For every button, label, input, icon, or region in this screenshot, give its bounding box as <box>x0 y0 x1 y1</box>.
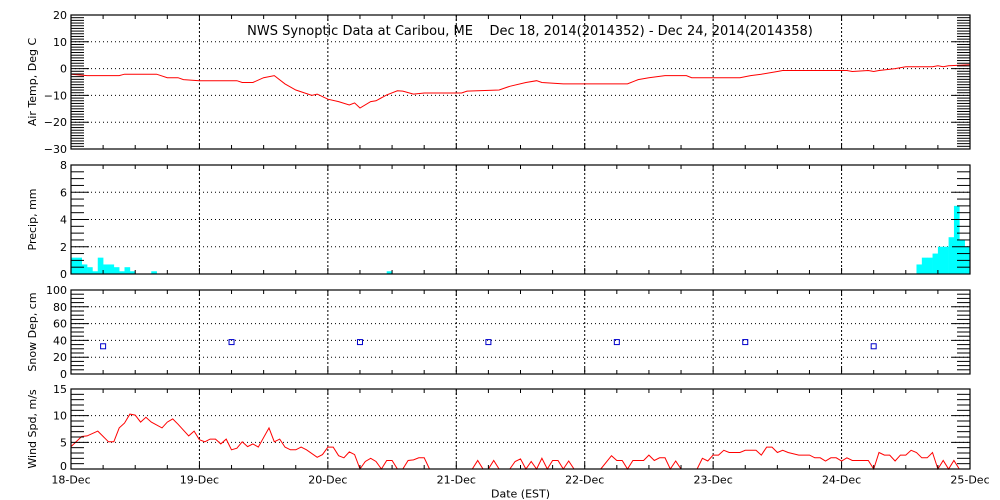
air-temp-line <box>70 64 971 109</box>
y-tick-label: 2 <box>60 241 67 254</box>
x-tick-label: 22-Dec <box>565 474 604 487</box>
precip-bar <box>81 264 88 274</box>
y-tick-label: 6 <box>60 186 67 199</box>
precip-bar <box>113 267 120 274</box>
precip-bar <box>92 271 99 274</box>
y-axis-label: Precip, mm <box>26 189 39 251</box>
x-tick-label: 24-Dec <box>822 474 861 487</box>
precip-bar <box>937 246 944 274</box>
snow-depth-marker <box>485 339 492 346</box>
plot-frame <box>70 289 971 375</box>
y-axis-label: Wind Spd, m/s <box>26 389 39 469</box>
precip-bar <box>932 253 939 274</box>
precip-bar <box>386 271 393 274</box>
precip-bar <box>953 205 960 274</box>
y-tick-label: 8 <box>60 159 67 172</box>
plot-frame <box>70 388 971 470</box>
precip-bar <box>103 264 109 274</box>
chart-title: NWS Synoptic Data at Caribou, ME Dec 18,… <box>247 24 813 39</box>
y-tick-label: −10 <box>44 89 67 102</box>
x-tick-label: 23-Dec <box>694 474 733 487</box>
precip-bar <box>916 264 923 274</box>
precip-bar <box>97 257 104 274</box>
precip-bar <box>129 271 136 274</box>
y-tick-label: 10 <box>53 36 67 49</box>
y-tick-label: 20 <box>53 9 67 22</box>
y-tick-label: 10 <box>53 410 67 423</box>
y-tick-label: 15 <box>53 383 67 396</box>
x-tick-label: 20-Dec <box>308 474 347 487</box>
precip-bar <box>927 257 933 274</box>
snow-depth-marker <box>356 339 363 346</box>
y-tick-label: −30 <box>44 143 67 156</box>
y-tick-label: 5 <box>60 436 67 449</box>
precip-bar <box>124 267 131 274</box>
y-tick-label: −20 <box>44 116 67 129</box>
x-tick-label: 19-Dec <box>180 474 219 487</box>
snow-depth-marker <box>228 339 235 346</box>
y-tick-label: 0 <box>60 268 67 281</box>
panel-1: −30 −20 −10 0 10 20 Air Temp, Deg C <box>26 9 971 156</box>
precip-bar <box>87 267 93 274</box>
y-axis-label: Snow Dep, cm <box>26 292 39 371</box>
snow-depth-marker <box>613 339 620 346</box>
y-tick-label: 4 <box>60 214 67 227</box>
precip-bar <box>108 264 115 274</box>
snow-depth-marker <box>100 343 107 350</box>
y-tick-label: 0 <box>60 460 67 473</box>
y-tick-label: 80 <box>53 301 67 314</box>
precip-bar <box>943 246 949 274</box>
precip-bar <box>948 237 955 274</box>
panel-2: 0 2 4 6 8 Precip, mm <box>26 159 971 281</box>
x-tick-label: 21-Dec <box>437 474 476 487</box>
precip-bar <box>959 239 965 274</box>
x-tick-label: 18-Dec <box>51 474 90 487</box>
panel-4: 0 5 10 15 Wind Spd, m/s 18-Dec 19-Dec 20-Dec 21-… <box>26 383 990 500</box>
wind-speed-line <box>70 413 960 471</box>
y-tick-label: 0 <box>60 63 67 76</box>
y-tick-label: 40 <box>53 334 67 347</box>
snow-depth-marker <box>742 339 749 346</box>
y-tick-label: 20 <box>53 351 67 364</box>
precip-bar <box>151 271 157 274</box>
precip-bar <box>921 257 928 274</box>
precip-bar <box>71 257 77 274</box>
panel-3: 0 20 40 60 80 100 Snow Dep, cm <box>26 284 971 381</box>
x-tick-label: 25-Dec <box>950 474 989 487</box>
precip-bar <box>119 271 125 274</box>
y-tick-label: 0 <box>60 368 67 381</box>
snow-depth-marker <box>870 343 877 350</box>
x-axis-label: Date (EST) <box>491 488 550 500</box>
precip-bar <box>76 257 83 274</box>
y-tick-label: 60 <box>53 318 67 331</box>
y-axis-label: Air Temp, Deg C <box>26 38 39 127</box>
y-tick-label: 100 <box>46 284 67 297</box>
